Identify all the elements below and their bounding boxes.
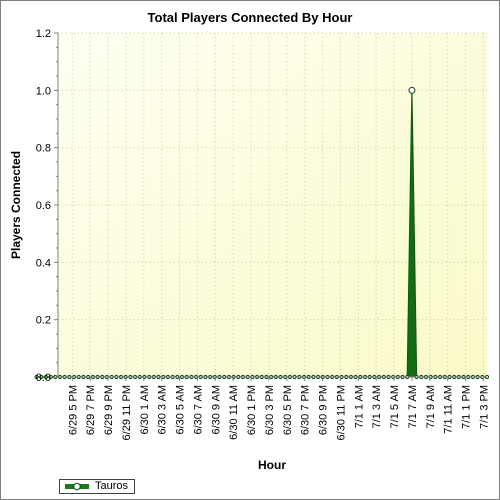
x-tick-label: 6/30 1 PM (246, 385, 258, 435)
y-tick-label: 0.8 (36, 143, 51, 155)
x-tick-label: 7/1 1 AM (353, 385, 365, 428)
y-axis-title: Players Connected (9, 151, 23, 259)
x-tick-label: 7/1 3 PM (478, 385, 490, 429)
y-tick-label: 1.2 (36, 28, 51, 40)
x-tick-label: 6/30 7 AM (192, 385, 204, 435)
x-tick-label: 7/1 9 AM (425, 385, 437, 428)
x-tick-label: 7/1 3 AM (371, 385, 383, 428)
data-point (408, 86, 416, 94)
x-tick-label: 6/30 11 AM (228, 385, 240, 440)
x-axis-ticks: 6/29 5 PM 6/29 7 PM 6/29 9 PM 6/29 11 PM 6/3… (67, 377, 490, 440)
x-tick-label: 6/30 9 AM (210, 385, 222, 435)
x-tick-label: 6/30 11 PM (335, 385, 347, 440)
x-tick-label: 6/29 11 PM (121, 385, 133, 440)
y-tick-label: 0.6 (36, 200, 51, 212)
x-tick-label: 7/1 7 AM (407, 385, 419, 428)
chart-title: Total Players Connected By Hour (148, 10, 353, 25)
x-tick-label: 6/29 7 PM (85, 385, 97, 435)
x-tick-label: 6/30 5 PM (282, 385, 294, 435)
x-tick-label: 7/1 11 AM (443, 385, 455, 434)
x-tick-label: 6/30 9 PM (318, 385, 330, 435)
x-tick-label: 6/30 5 AM (175, 385, 187, 435)
y-tick-label: 1.0 (36, 85, 51, 97)
x-tick-label: 6/30 3 AM (157, 385, 169, 435)
x-tick-label: 6/29 9 PM (103, 385, 115, 435)
x-tick-label: 6/30 7 PM (300, 385, 312, 435)
y-axis-ticks: 0.0 0.2 0.4 0.6 0.8 1.0 1.2 (36, 28, 58, 384)
y-tick-label: 0.4 (36, 257, 51, 269)
data-point (39, 374, 44, 380)
legend-label: Tauros (95, 480, 129, 492)
y-tick-label: 0.0 (36, 372, 51, 384)
x-tick-label: 7/1 1 PM (461, 385, 473, 429)
x-tick-label: 6/30 1 AM (139, 385, 151, 435)
data-point (43, 374, 49, 380)
data-point (48, 374, 53, 380)
data-point (34, 374, 39, 380)
x-tick-label: 6/29 5 PM (67, 385, 79, 435)
legend-swatch-icon (65, 482, 89, 491)
y-tick-label: 0.2 (36, 315, 51, 327)
x-axis-title: Hour (258, 458, 286, 472)
x-tick-label: 6/30 3 PM (264, 385, 276, 435)
x-tick-label: 7/1 5 AM (389, 385, 401, 428)
legend: Tauros (59, 479, 136, 494)
